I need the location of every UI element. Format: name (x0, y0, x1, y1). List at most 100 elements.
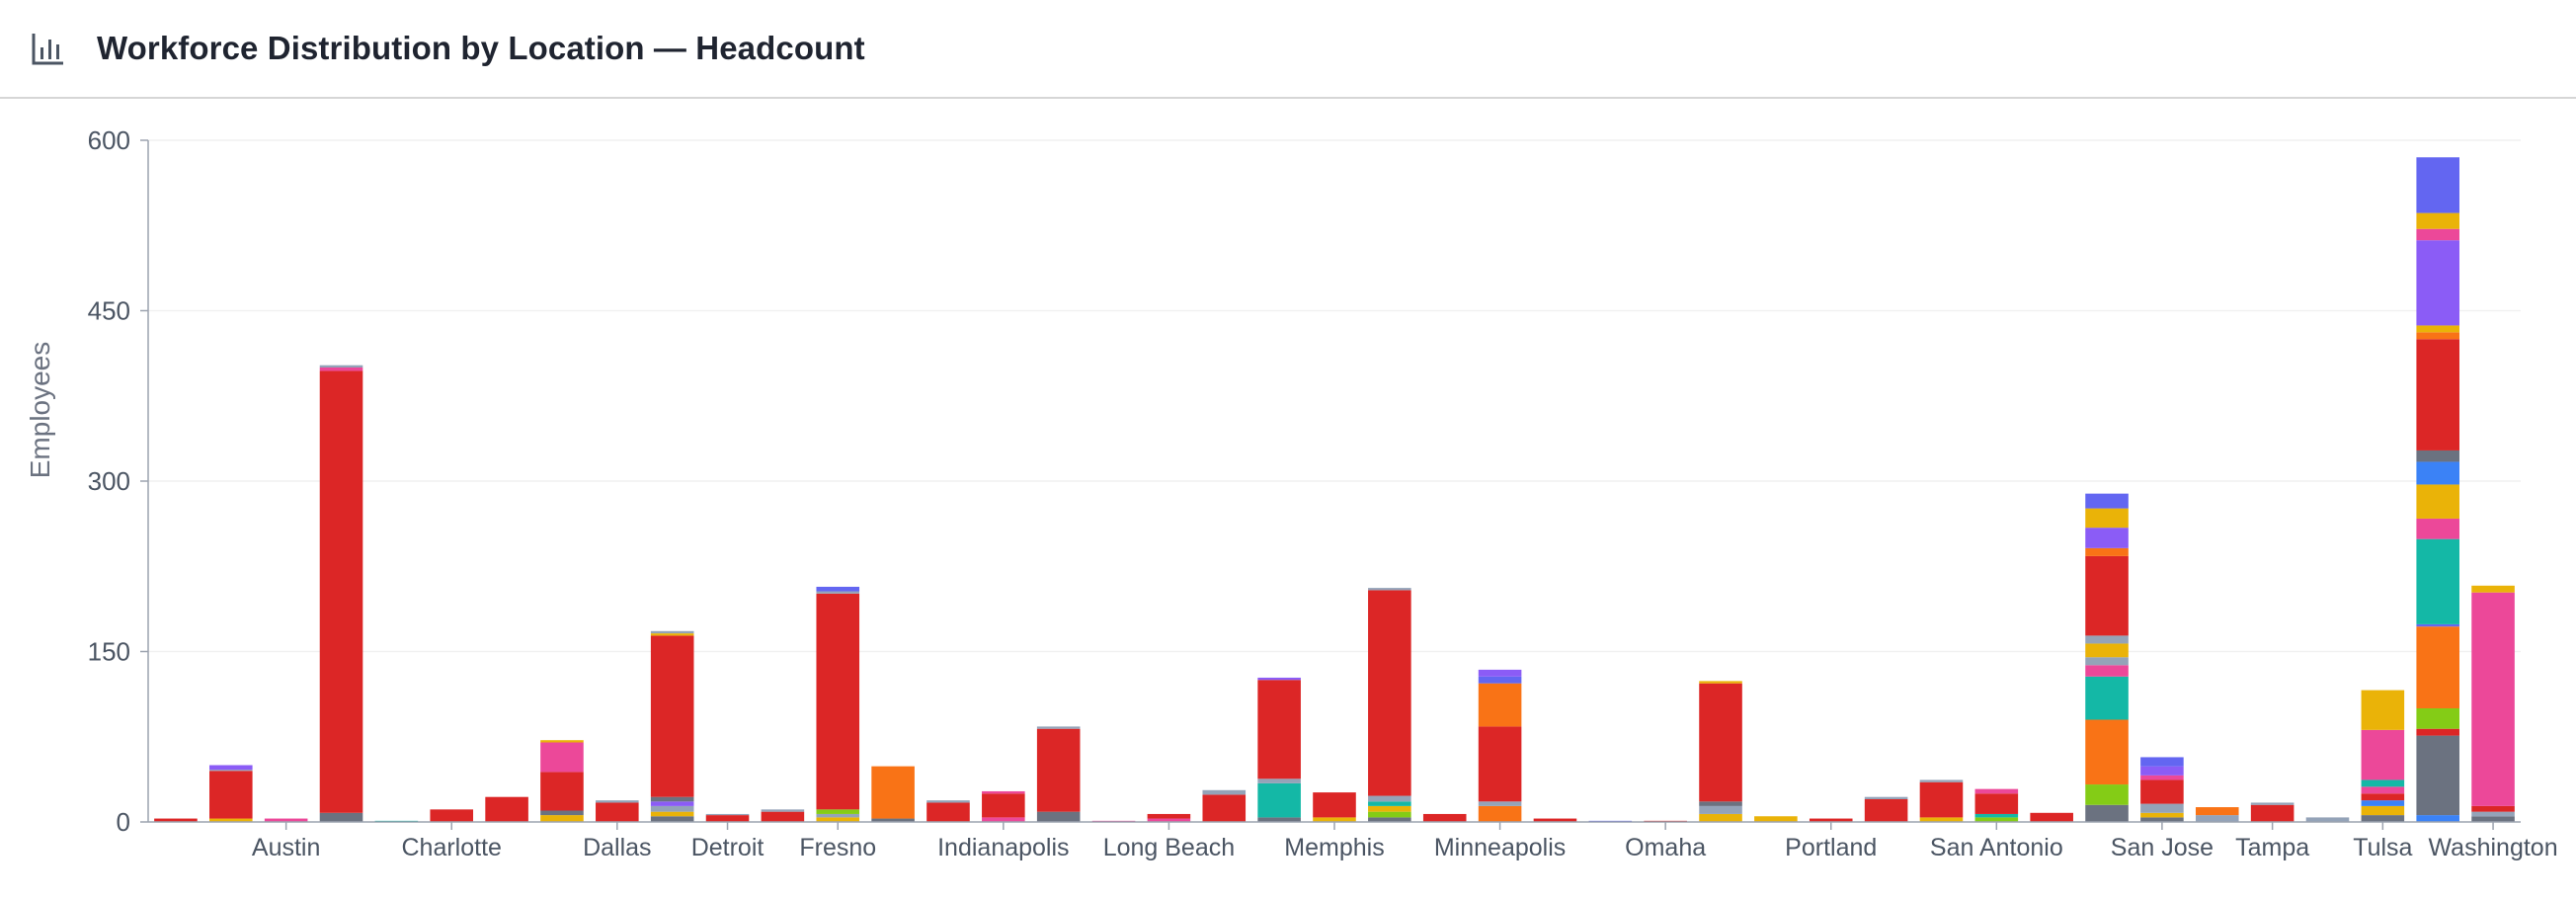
bar-segment[interactable] (2416, 228, 2459, 241)
bar-segment[interactable] (540, 772, 584, 811)
bar-segment[interactable] (264, 818, 308, 822)
bar[interactable] (1202, 789, 1247, 822)
bar-segment[interactable] (816, 809, 860, 814)
bar-segment[interactable] (2195, 807, 2239, 816)
bar[interactable] (1919, 779, 1964, 822)
bar[interactable] (485, 796, 528, 822)
bar[interactable] (1313, 792, 1356, 822)
bar-segment[interactable] (2416, 339, 2459, 450)
bar-segment[interactable] (2416, 332, 2459, 340)
bar[interactable] (319, 365, 363, 822)
bar-segment[interactable] (2085, 635, 2129, 644)
bar-segment[interactable] (596, 800, 639, 803)
bar-segment[interactable] (1368, 795, 1411, 802)
bar-segment[interactable] (2361, 815, 2405, 822)
bar[interactable] (2305, 817, 2350, 822)
bar-segment[interactable] (1313, 792, 1356, 818)
bar[interactable] (2250, 802, 2294, 822)
bar-segment[interactable] (1257, 782, 1301, 818)
bar-segment[interactable] (2416, 484, 2459, 519)
bar-segment[interactable] (2416, 728, 2459, 736)
bar-segment[interactable] (596, 802, 639, 822)
bar-segment[interactable] (2085, 508, 2129, 529)
bar-segment[interactable] (2416, 626, 2459, 708)
bar-segment[interactable] (2085, 657, 2129, 666)
bar[interactable] (1809, 818, 1853, 822)
bar-segment[interactable] (2085, 643, 2129, 658)
bar[interactable] (2085, 493, 2129, 822)
bar-segment[interactable] (1478, 726, 1522, 802)
bar-segment[interactable] (2361, 800, 2405, 806)
bar[interactable] (1864, 796, 1908, 822)
bar-segment[interactable] (209, 770, 253, 772)
bar-segment[interactable] (816, 813, 860, 818)
bar-segment[interactable] (2361, 805, 2405, 816)
bar[interactable] (2416, 157, 2459, 822)
bar-segment[interactable] (650, 801, 694, 806)
bar-segment[interactable] (540, 742, 584, 773)
bar-segment[interactable] (1864, 799, 1908, 822)
bar-segment[interactable] (2085, 804, 2129, 822)
bar-segment[interactable] (2085, 555, 2129, 636)
bar-segment[interactable] (2361, 793, 2405, 801)
bar[interactable] (871, 766, 915, 822)
bar-segment[interactable] (2471, 592, 2515, 806)
bar-segment[interactable] (816, 593, 860, 810)
bar-segment[interactable] (2361, 729, 2405, 780)
bar-segment[interactable] (2361, 786, 2405, 794)
bar[interactable] (1368, 588, 1411, 822)
bar[interactable] (209, 765, 253, 823)
bar-segment[interactable] (2416, 538, 2459, 624)
bar-segment[interactable] (705, 815, 750, 822)
bar[interactable] (2140, 757, 2184, 822)
bar[interactable] (2471, 585, 2515, 822)
bar-segment[interactable] (650, 635, 694, 797)
bar-segment[interactable] (2471, 816, 2515, 822)
bar-segment[interactable] (2085, 719, 2129, 785)
bar-segment[interactable] (2416, 815, 2459, 822)
bar-segment[interactable] (2250, 804, 2294, 822)
bar-segment[interactable] (761, 811, 805, 822)
bar-segment[interactable] (2416, 325, 2459, 333)
bar-segment[interactable] (871, 818, 915, 822)
bar-segment[interactable] (650, 816, 694, 822)
bar[interactable] (2195, 807, 2239, 822)
bar-segment[interactable] (2140, 775, 2184, 780)
bar-segment[interactable] (1699, 683, 1742, 802)
bar-segment[interactable] (816, 586, 860, 592)
bar-segment[interactable] (430, 809, 474, 822)
bar-segment[interactable] (1478, 683, 1522, 727)
bar-segment[interactable] (2085, 528, 2129, 548)
bar[interactable] (2030, 812, 2073, 822)
bar-segment[interactable] (2416, 518, 2459, 539)
bar-segment[interactable] (650, 811, 694, 817)
bar[interactable] (154, 818, 198, 822)
bar-segment[interactable] (871, 766, 915, 819)
bar-segment[interactable] (1974, 788, 2019, 794)
bar-segment[interactable] (154, 818, 198, 822)
bar-segment[interactable] (650, 630, 694, 634)
bar-segment[interactable] (1699, 805, 1742, 814)
bar-segment[interactable] (2140, 757, 2184, 767)
bar-segment[interactable] (1036, 726, 1081, 729)
bar-segment[interactable] (926, 800, 970, 803)
bar-segment[interactable] (2085, 784, 2129, 805)
bar-segment[interactable] (1368, 801, 1411, 806)
bar[interactable] (1754, 816, 1798, 822)
bar-segment[interactable] (1919, 781, 1964, 818)
bar-segment[interactable] (2416, 708, 2459, 729)
bar-segment[interactable] (2140, 766, 2184, 776)
bar-segment[interactable] (2416, 623, 2459, 627)
bar-segment[interactable] (1478, 676, 1522, 684)
bar-segment[interactable] (2305, 817, 2350, 822)
bar[interactable] (761, 809, 805, 822)
bar-segment[interactable] (485, 796, 528, 822)
bar-segment[interactable] (1257, 680, 1301, 779)
bar-segment[interactable] (2140, 812, 2184, 818)
bar-segment[interactable] (1257, 677, 1301, 681)
bar-segment[interactable] (1147, 818, 1191, 822)
bar-segment[interactable] (1202, 789, 1247, 795)
bar[interactable] (1974, 788, 2019, 822)
bar-segment[interactable] (1754, 816, 1798, 822)
bar-segment[interactable] (2361, 690, 2405, 730)
